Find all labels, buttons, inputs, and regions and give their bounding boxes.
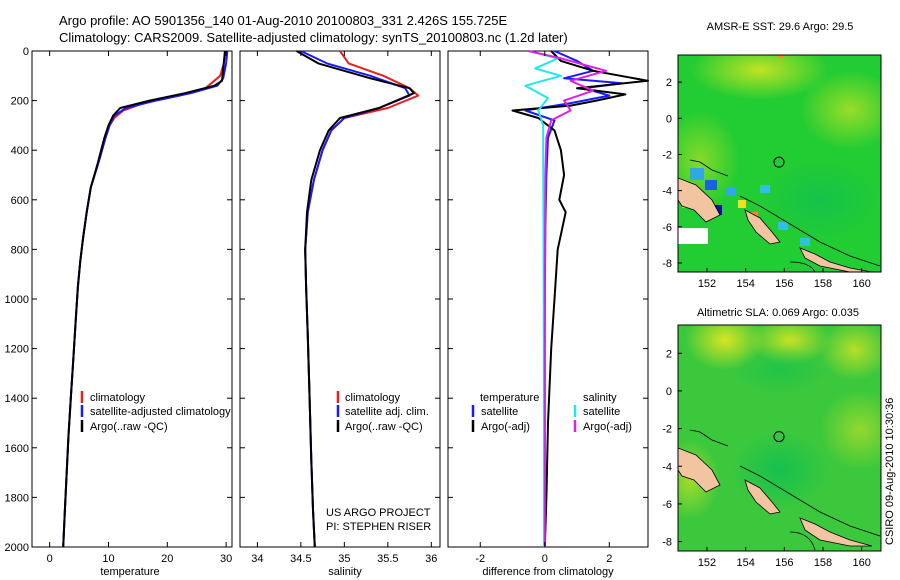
map-x-tick-label: 154 bbox=[736, 557, 754, 569]
map-x-tick-label: 152 bbox=[698, 278, 716, 290]
x-tick-label: 34.5 bbox=[290, 553, 311, 565]
x-tick-label: 0 bbox=[47, 553, 53, 565]
legend-argo: Argo(..raw -QC) bbox=[345, 421, 423, 433]
map-y-tick-label: -8 bbox=[662, 258, 672, 270]
csiro-timestamp: CSIRO 09-Aug-2010 10:30:36 bbox=[884, 398, 896, 545]
map-x-tick-label: 158 bbox=[814, 278, 832, 290]
salinity-panel: 34 34.5 35 35.5 36 salinity climatology sate… bbox=[239, 50, 441, 578]
map-x-tick-label: 156 bbox=[775, 557, 793, 569]
salinity-legend: climatology satellite adj. clim. Argo(..… bbox=[336, 391, 429, 433]
sla-map-title: Altimetric SLA: 0.069 Argo: 0.035 bbox=[697, 307, 859, 319]
salinity-axes bbox=[239, 50, 441, 548]
x-tick-label: 35.5 bbox=[377, 553, 398, 565]
map-x-tick-label: 154 bbox=[736, 278, 754, 290]
map-x-tick-label: 160 bbox=[852, 278, 870, 290]
legend-climatology: climatology bbox=[90, 392, 146, 404]
credit-pi: PI: STEPHEN RISER bbox=[326, 521, 431, 533]
credit-project: US ARGO PROJECT bbox=[326, 507, 431, 519]
temperature-legend: climatology satellite-adjusted climatolo… bbox=[80, 391, 231, 433]
map-y-tick-label: -2 bbox=[662, 424, 672, 436]
x-tick-label: -2 bbox=[475, 553, 485, 565]
sla-map-frame bbox=[677, 324, 882, 552]
series-temperature-argo bbox=[511, 50, 649, 548]
map-y-tick-label: -6 bbox=[662, 222, 672, 234]
legend-temp-argo: Argo(-adj) bbox=[481, 421, 530, 433]
legend-temperature-heading: temperature bbox=[480, 392, 539, 404]
x-tick-label: 36 bbox=[425, 553, 437, 565]
x-tick-label: 20 bbox=[161, 553, 173, 565]
legend-climatology: climatology bbox=[345, 392, 401, 404]
argo-location-marker bbox=[773, 431, 785, 443]
sst-map-panel: AMSR-E SST: 29.6 Argo: 29.5 bbox=[662, 21, 882, 290]
legend-sal-argo: Argo(-adj) bbox=[583, 421, 632, 433]
y-tick-label: 2000 bbox=[5, 542, 29, 554]
y-tick-label: 1800 bbox=[5, 492, 29, 504]
difference-legend-temperature: temperature satellite Argo(-adj) bbox=[471, 392, 539, 433]
sst-map-frame bbox=[677, 54, 882, 273]
map-y-tick-label: 0 bbox=[666, 113, 672, 125]
legend-salinity-heading: salinity bbox=[583, 392, 617, 404]
x-tick-label: 30 bbox=[220, 553, 232, 565]
y-tick-label: 800 bbox=[11, 244, 29, 256]
salinity-xlabel: salinity bbox=[328, 566, 362, 578]
map-y-tick-label: 2 bbox=[666, 77, 672, 89]
legend-argo: Argo(..raw -QC) bbox=[90, 421, 168, 433]
map-y-tick-label: 2 bbox=[666, 348, 672, 360]
x-tick-label: 0 bbox=[542, 553, 548, 565]
temperature-xlabel: temperature bbox=[100, 566, 159, 578]
y-tick-label: 0 bbox=[23, 46, 29, 58]
map-y-tick-label: 0 bbox=[666, 386, 672, 398]
y-tick-label: 1000 bbox=[5, 294, 29, 306]
legend-satellite: satellite-adjusted climatology bbox=[90, 406, 231, 418]
y-tick-label: 200 bbox=[11, 96, 29, 108]
legend-satellite: satellite adj. clim. bbox=[345, 406, 429, 418]
legend-temp-satellite: satellite bbox=[481, 406, 518, 418]
map-x-tick-label: 160 bbox=[852, 557, 870, 569]
y-tick-label: 400 bbox=[11, 145, 29, 157]
map-x-tick-label: 156 bbox=[775, 278, 793, 290]
series-salinity-argo bbox=[528, 50, 608, 547]
x-tick-label: 34 bbox=[251, 553, 263, 565]
sla-field bbox=[678, 325, 881, 551]
map-x-tick-label: 158 bbox=[814, 557, 832, 569]
map-y-tick-label: -6 bbox=[662, 499, 672, 511]
x-tick-label: 35 bbox=[338, 553, 350, 565]
temperature-axes bbox=[31, 50, 233, 548]
map-y-tick-label: -8 bbox=[662, 537, 672, 549]
y-tick-label: 600 bbox=[11, 195, 29, 207]
argo-location-marker bbox=[773, 156, 785, 168]
x-tick-label: 10 bbox=[102, 553, 114, 565]
temperature-panel: 0 200 400 600 800 1000 1200 1400 1600 1800 2000 0 1… bbox=[5, 46, 233, 578]
legend-sal-satellite: satellite bbox=[583, 406, 620, 418]
map-y-tick-label: -4 bbox=[662, 461, 672, 473]
map-y-tick-label: -2 bbox=[662, 149, 672, 161]
series-argo bbox=[62, 50, 226, 548]
difference-panel: -2 0 2 difference from climatology tempera… bbox=[447, 50, 649, 578]
series-argo bbox=[296, 50, 415, 548]
sla-map-panel: Altimetric SLA: 0.069 Argo: 0.035 152 154… bbox=[662, 307, 882, 569]
difference-xlabel: difference from climatology bbox=[482, 566, 614, 578]
y-tick-label: 1400 bbox=[5, 393, 29, 405]
map-y-tick-label: -4 bbox=[662, 186, 672, 198]
x-tick-label: 2 bbox=[606, 553, 612, 565]
figure-title-line2: Climatology: CARS2009. Satellite-adjuste… bbox=[59, 30, 568, 45]
y-tick-label: 1200 bbox=[5, 344, 29, 356]
figure-title-line1: Argo profile: AO 5901356_140 01-Aug-2010… bbox=[59, 13, 507, 28]
sst-map-title: AMSR-E SST: 29.6 Argo: 29.5 bbox=[707, 21, 854, 33]
difference-legend-salinity: salinity satellite Argo(-adj) bbox=[573, 392, 632, 433]
y-tick-label: 1600 bbox=[5, 443, 29, 455]
sst-field bbox=[678, 55, 881, 272]
map-x-tick-label: 152 bbox=[698, 557, 716, 569]
